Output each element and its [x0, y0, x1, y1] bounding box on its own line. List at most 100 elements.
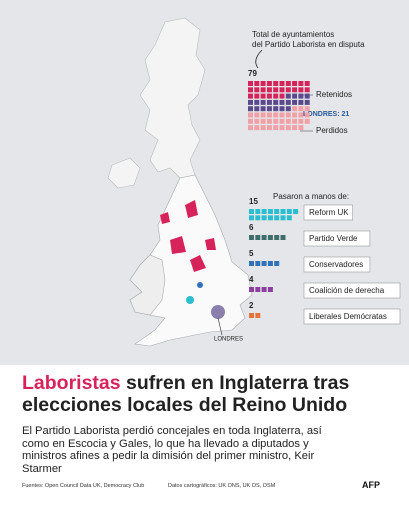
waffle-square	[292, 87, 298, 93]
party-square	[267, 215, 273, 221]
waffle-square	[254, 112, 260, 118]
party-box	[303, 230, 371, 247]
waffle-square	[273, 93, 279, 99]
title: Laboristas sufren en Inglaterra tras ele…	[22, 372, 392, 416]
waffle-square	[254, 87, 260, 93]
waffle-square	[248, 87, 253, 93]
total-label: 79	[248, 69, 257, 78]
party-name: Partido Verde	[309, 234, 358, 243]
title-highlight: Laboristas	[22, 372, 121, 394]
waffle-square	[298, 93, 304, 99]
retained-label: Retenidos	[316, 90, 352, 99]
waffle-square	[273, 125, 279, 131]
party-square	[255, 215, 261, 221]
party-square	[267, 261, 273, 266]
transfer-title: Pasaron a manos de:	[273, 192, 349, 201]
waffle-square	[304, 81, 310, 86]
waffle-square	[260, 118, 266, 124]
waffle-square	[304, 93, 310, 99]
waffle-square	[292, 125, 298, 131]
party-square	[286, 209, 292, 214]
waffle-square	[254, 99, 260, 105]
logo: AFP	[362, 480, 380, 490]
waffle-square	[260, 125, 266, 131]
party-square	[267, 209, 273, 214]
waffle-square	[273, 118, 279, 124]
party-square	[249, 261, 254, 266]
waffle-square	[298, 118, 304, 124]
party-square	[267, 287, 273, 292]
party-box	[303, 282, 401, 299]
waffle-square	[266, 106, 272, 112]
waffle-square	[266, 118, 272, 124]
waffle-square	[260, 99, 266, 105]
map-wales	[129, 254, 166, 316]
waffle-square	[260, 87, 266, 93]
party-name: Coalición de derecha	[309, 286, 385, 295]
waffle-square	[285, 99, 291, 105]
waffle-title: Total de ayuntamientos	[252, 30, 334, 39]
waffle-square	[304, 118, 310, 124]
waffle-square	[285, 93, 291, 99]
party-square	[249, 215, 254, 221]
party-name: Liberales Demócratas	[309, 312, 387, 321]
waffle-square	[285, 106, 291, 112]
waffle-title: del Partido Laborista en disputa	[252, 40, 365, 49]
arrow	[255, 49, 263, 69]
title-rest: sufren en Inglaterra tras elecciones loc…	[22, 372, 350, 416]
party-square	[293, 209, 299, 214]
waffle-square	[254, 125, 260, 131]
waffle-square	[285, 81, 291, 86]
party-square	[274, 215, 280, 221]
party-name: Conservadores	[309, 260, 363, 269]
party-square	[255, 209, 261, 214]
waffle-square	[292, 112, 298, 118]
map-label: LONDRES	[214, 337, 243, 343]
map-london-area	[186, 282, 225, 319]
party-square	[249, 209, 254, 214]
party-box	[303, 204, 354, 221]
waffle-square	[292, 93, 298, 99]
party-square	[274, 235, 280, 240]
waffle-square	[248, 125, 253, 131]
waffle-square	[285, 87, 291, 93]
waffle-square	[304, 106, 310, 112]
waffle-square	[266, 99, 272, 105]
waffle-square	[279, 125, 285, 131]
party-count: 5	[249, 249, 254, 258]
waffle-square	[260, 112, 266, 118]
party-square	[286, 215, 292, 221]
party-square	[255, 287, 261, 292]
waffle-square	[279, 87, 285, 93]
waffle-square	[254, 118, 260, 124]
party-square	[261, 215, 267, 221]
waffle-square	[266, 93, 272, 99]
party-square	[255, 261, 261, 266]
party-box	[303, 256, 371, 273]
waffle-square	[273, 87, 279, 93]
waffle-square	[273, 106, 279, 112]
party-name: Reform UK	[309, 208, 349, 217]
waffle-square	[248, 118, 253, 124]
party-square	[249, 287, 254, 292]
party-count: 15	[249, 197, 258, 206]
waffle-square	[266, 125, 272, 131]
party-count: 2	[249, 301, 254, 310]
party-square	[261, 261, 267, 266]
party-box	[303, 308, 401, 325]
lost-label: Perdidos	[316, 126, 348, 135]
party-square	[274, 209, 280, 214]
waffle-square	[260, 93, 266, 99]
waffle-square	[298, 87, 304, 93]
map-ni	[107, 157, 141, 189]
waffle-square	[254, 93, 260, 99]
party-count: 4	[249, 275, 254, 284]
waffle-square	[279, 118, 285, 124]
waffle-square	[254, 81, 260, 86]
map-sources: Datos cartográficos: UK ONS, UK OS, OSM	[168, 483, 276, 489]
waffle-square	[298, 99, 304, 105]
waffle-square	[273, 112, 279, 118]
waffle-square	[279, 112, 285, 118]
waffle-square	[248, 106, 253, 112]
